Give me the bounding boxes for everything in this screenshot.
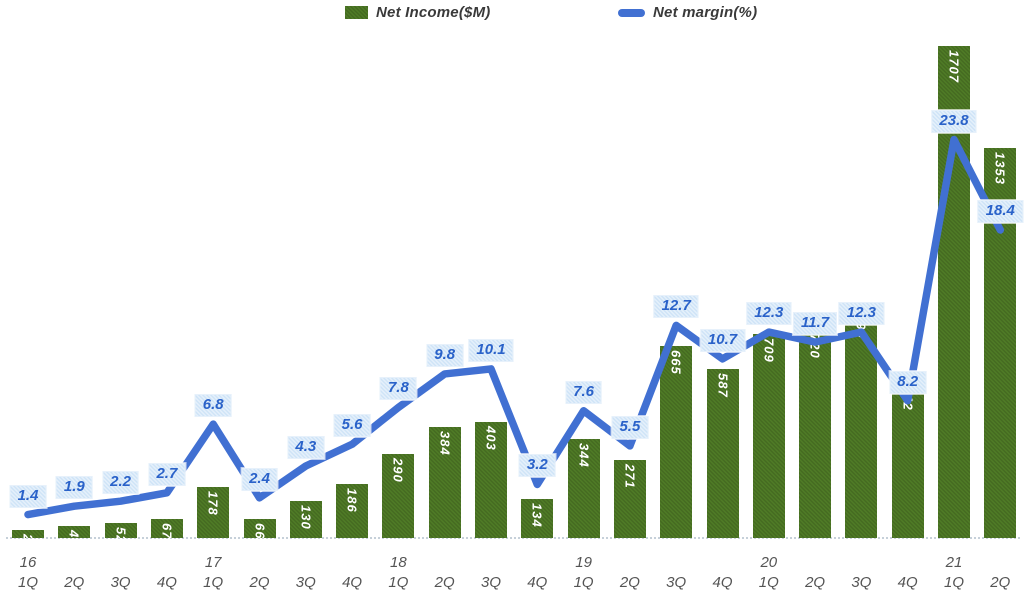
net-income-value-label: 587 xyxy=(715,373,731,398)
net-margin-value-label: 10.7 xyxy=(699,329,746,352)
net-income-value-label: 67 xyxy=(159,523,175,538)
axis-year-label: 18 xyxy=(390,554,407,571)
legend-label-net-income: Net Income($M) xyxy=(376,4,491,21)
net-income-value-label: 344 xyxy=(576,443,592,468)
net-income-bar: 587 xyxy=(707,369,739,538)
net-income-bar: 52 xyxy=(105,523,137,538)
net-income-value-label: 709 xyxy=(761,338,777,363)
net-margin-value-label: 8.2 xyxy=(889,371,927,394)
axis-quarter-label: 4Q xyxy=(527,574,548,591)
net-income-bar: 290 xyxy=(382,454,414,538)
net-margin-value-label: 10.1 xyxy=(468,339,514,362)
net-income-bar: 720 xyxy=(799,330,831,538)
net-income-swatch-icon xyxy=(345,6,368,19)
net-margin-value-label: 11.7 xyxy=(793,312,838,335)
net-income-bar: 67 xyxy=(151,519,183,538)
net-income-value-label: 384 xyxy=(437,431,453,456)
net-margin-value-label: 12.3 xyxy=(838,302,884,325)
legend-label-net-margin: Net margin(%) xyxy=(653,4,758,21)
net-income-bar: 542 xyxy=(892,382,924,538)
net-margin-value-label: 2.2 xyxy=(102,471,140,494)
net-income-value-label: 271 xyxy=(622,464,638,489)
axis-quarter-label: 2Q xyxy=(990,574,1011,591)
net-income-value-label: 665 xyxy=(668,350,684,375)
net-income-value-label: 134 xyxy=(529,503,545,528)
net-income-bar: 178 xyxy=(197,487,229,538)
net-income-bar: 403 xyxy=(475,422,507,538)
net-income-value-label: 52 xyxy=(113,527,129,538)
axis-quarter-label: 1Q xyxy=(388,574,409,591)
net-margin-value-label: 6.8 xyxy=(194,394,232,417)
net-margin-value-label: 3.2 xyxy=(518,454,556,477)
legend-item-net-income: Net Income($M) xyxy=(345,4,490,21)
axis-quarter-label: 1Q xyxy=(573,574,594,591)
axis-quarter-label: 1Q xyxy=(758,574,779,591)
net-margin-swatch-icon xyxy=(618,8,645,17)
net-margin-value-label: 9.8 xyxy=(426,344,464,367)
net-margin-value-label: 2.4 xyxy=(241,468,278,491)
legend-item-net-margin: Net margin(%) xyxy=(618,4,757,21)
net-income-value-label: 186 xyxy=(344,488,360,513)
net-income-value-label: 290 xyxy=(390,458,406,483)
net-income-value-label: 130 xyxy=(298,505,314,530)
axis-quarter-label: 3Q xyxy=(480,574,501,591)
net-margin-value-label: 7.8 xyxy=(379,377,417,400)
net-income-bar: 186 xyxy=(336,484,368,538)
axis-quarter-label: 1Q xyxy=(943,574,964,591)
net-income-bar: 665 xyxy=(660,346,692,538)
net-margin-value-label: 12.7 xyxy=(653,295,699,318)
net-margin-value-label: 1.9 xyxy=(55,476,93,499)
net-margin-value-label: 18.4 xyxy=(977,200,1023,223)
net-income-bar: 28 xyxy=(12,530,44,538)
axis-quarter-label: 3Q xyxy=(295,574,316,591)
net-income-value-label: 28 xyxy=(21,534,36,538)
axis-quarter-label: 2Q xyxy=(805,574,826,591)
axis-year-label: 17 xyxy=(204,554,222,571)
net-income-value-label: 178 xyxy=(205,491,221,516)
net-income-bar: 384 xyxy=(429,427,461,538)
net-margin-value-label: 5.6 xyxy=(333,414,371,437)
axis-quarter-label: 2Q xyxy=(434,574,455,591)
net-margin-value-label: 4.3 xyxy=(287,436,325,459)
net-income-bar: 130 xyxy=(290,501,322,538)
net-income-value-label: 41 xyxy=(67,530,82,538)
net-margin-value-label: 1.4 xyxy=(9,485,47,508)
axis-quarter-label: 2Q xyxy=(619,574,640,591)
net-income-value-label: 1353 xyxy=(992,152,1008,185)
net-income-value-label: 1707 xyxy=(946,50,962,83)
axis-quarter-label: 1Q xyxy=(203,574,224,591)
axis-year-label: 20 xyxy=(760,554,778,571)
net-income-bar: 134 xyxy=(521,499,553,538)
net-margin-value-label: 2.7 xyxy=(148,463,186,486)
axis-quarter-label: 4Q xyxy=(897,574,918,591)
axis-quarter-label: 3Q xyxy=(666,574,687,591)
net-income-bar: 344 xyxy=(568,439,600,538)
axis-quarter-label: 2Q xyxy=(249,574,270,591)
axis-quarter-label: 3Q xyxy=(110,574,131,591)
axis-quarter-label: 3Q xyxy=(851,574,872,591)
net-income-value-label: 403 xyxy=(483,426,499,451)
x-axis-baseline xyxy=(6,537,1020,539)
net-income-bar: 41 xyxy=(58,526,90,538)
axis-quarter-label: 2Q xyxy=(64,574,85,591)
axis-quarter-label: 4Q xyxy=(342,574,363,591)
axis-quarter-label: 4Q xyxy=(712,574,733,591)
axis-year-label: 16 xyxy=(19,554,37,571)
axis-year-label: 19 xyxy=(575,554,592,571)
axis-quarter-label: 4Q xyxy=(156,574,177,591)
net-margin-value-label: 12.3 xyxy=(746,302,792,325)
net-margin-value-label: 7.6 xyxy=(565,381,603,404)
net-income-bar: 271 xyxy=(614,460,646,538)
axis-quarter-label: 1Q xyxy=(17,574,38,591)
net-income-bar: 66 xyxy=(244,519,276,538)
net-margin-value-label: 23.8 xyxy=(931,110,977,133)
axis-year-label: 21 xyxy=(945,554,963,571)
net-income-value-label: 66 xyxy=(252,523,268,538)
net-income-bar: 709 xyxy=(753,334,785,538)
net-margin-value-label: 5.5 xyxy=(611,416,649,439)
